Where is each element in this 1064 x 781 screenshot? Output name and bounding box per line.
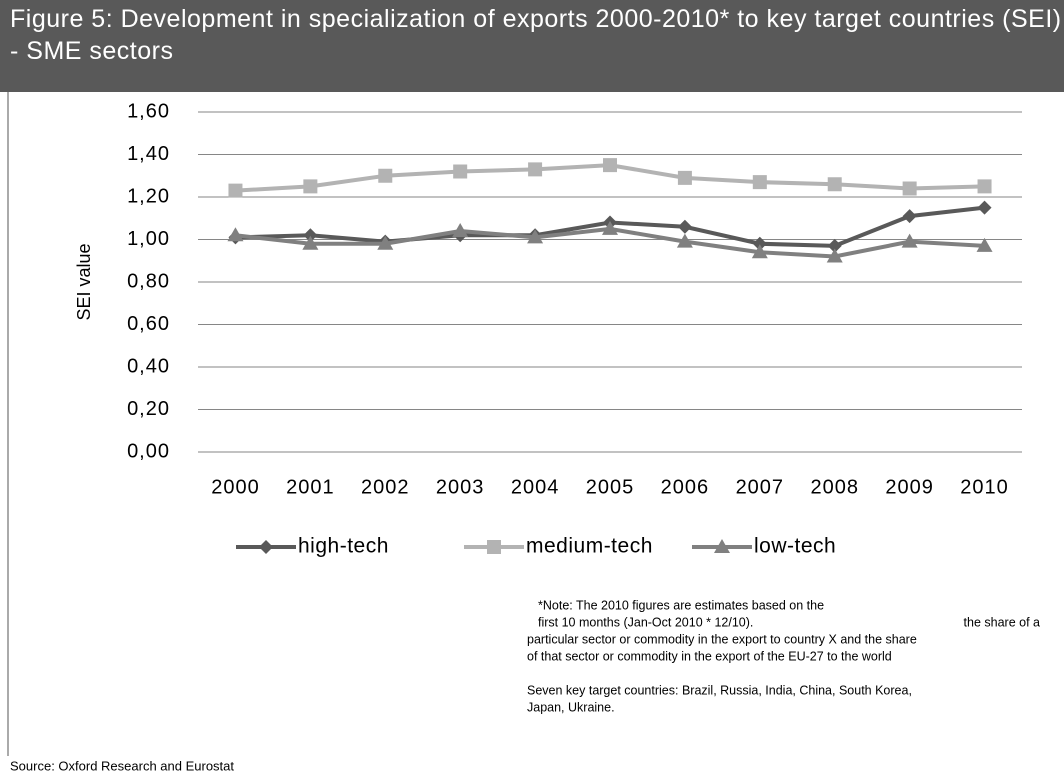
title-bar [0,0,1064,92]
data-point [377,235,394,250]
legend-label: medium-tech [526,535,653,558]
y-tick-label: 1,60 [127,100,170,122]
x-tick-label: 2000 [211,476,260,498]
data-point [677,170,692,185]
y-tick-label: 0,60 [127,313,170,335]
data-point [752,236,767,251]
data-point [228,183,243,198]
data-point [977,200,992,215]
x-tick-label: 2003 [436,476,485,498]
source-text: Source: Oxford Research and Eurostat [10,758,234,773]
data-point [977,179,992,194]
legend-label: high-tech [298,535,389,558]
data-point [227,227,244,242]
title-holder: Figure 5: Development in specialization … [10,5,1062,65]
x-tick-label: 2008 [810,476,859,498]
legend-marker [714,539,730,553]
data-point [303,179,318,194]
x-tick-label: 2006 [661,476,710,498]
x-tick-label: 2010 [960,476,1009,498]
note-text: Japan, Ukraine. [527,700,615,714]
y-tick-label: 0,20 [127,398,170,420]
data-point [602,220,618,235]
data-point [302,235,319,250]
legend-marker [259,540,273,554]
note-text: Seven key target countries: Brazil, Russ… [527,683,912,697]
data-point [827,238,842,253]
note-text: first 10 months (Jan-Oct 2010 * 12/10). [538,615,753,629]
data-point [902,209,917,224]
data-point [303,228,318,243]
data-point [901,233,918,248]
data-point [827,177,842,192]
data-point [528,162,543,177]
data-point [527,229,544,244]
note-text: *Note: The 2010 figures are estimates ba… [538,598,824,612]
y-tick-label: 1,00 [127,228,170,250]
data-point [902,181,917,196]
legend-label: low-tech [754,535,836,558]
data-point [378,168,393,183]
note-text: particular sector or commodity in the ex… [527,632,917,646]
data-point [826,248,843,263]
x-tick-label: 2009 [885,476,934,498]
data-point [751,244,768,259]
x-tick-label: 2004 [511,476,560,498]
x-tick-label: 2005 [586,476,635,498]
data-point [752,175,767,190]
data-point [453,164,468,179]
y-tick-label: 0,00 [127,440,170,462]
note-text: the share of a [964,615,1040,629]
data-point [976,237,993,252]
data-point [603,158,617,173]
data-point [452,223,469,237]
y-tick-label: 0,40 [127,355,170,377]
x-tick-label: 2002 [361,476,410,498]
y-tick-label: 1,40 [127,143,170,165]
x-tick-label: 2001 [286,476,335,498]
note-text: of that sector or commodity in the expor… [527,649,892,663]
legend-marker [487,540,501,554]
data-point [676,233,693,248]
chart-title: Figure 5: Development in specialization … [10,5,1062,65]
y-tick-label: 0,80 [127,270,170,292]
x-tick-label: 2007 [736,476,785,498]
y-axis-label: SEI value [74,243,94,320]
data-point [677,219,692,234]
y-tick-label: 1,20 [127,185,170,207]
